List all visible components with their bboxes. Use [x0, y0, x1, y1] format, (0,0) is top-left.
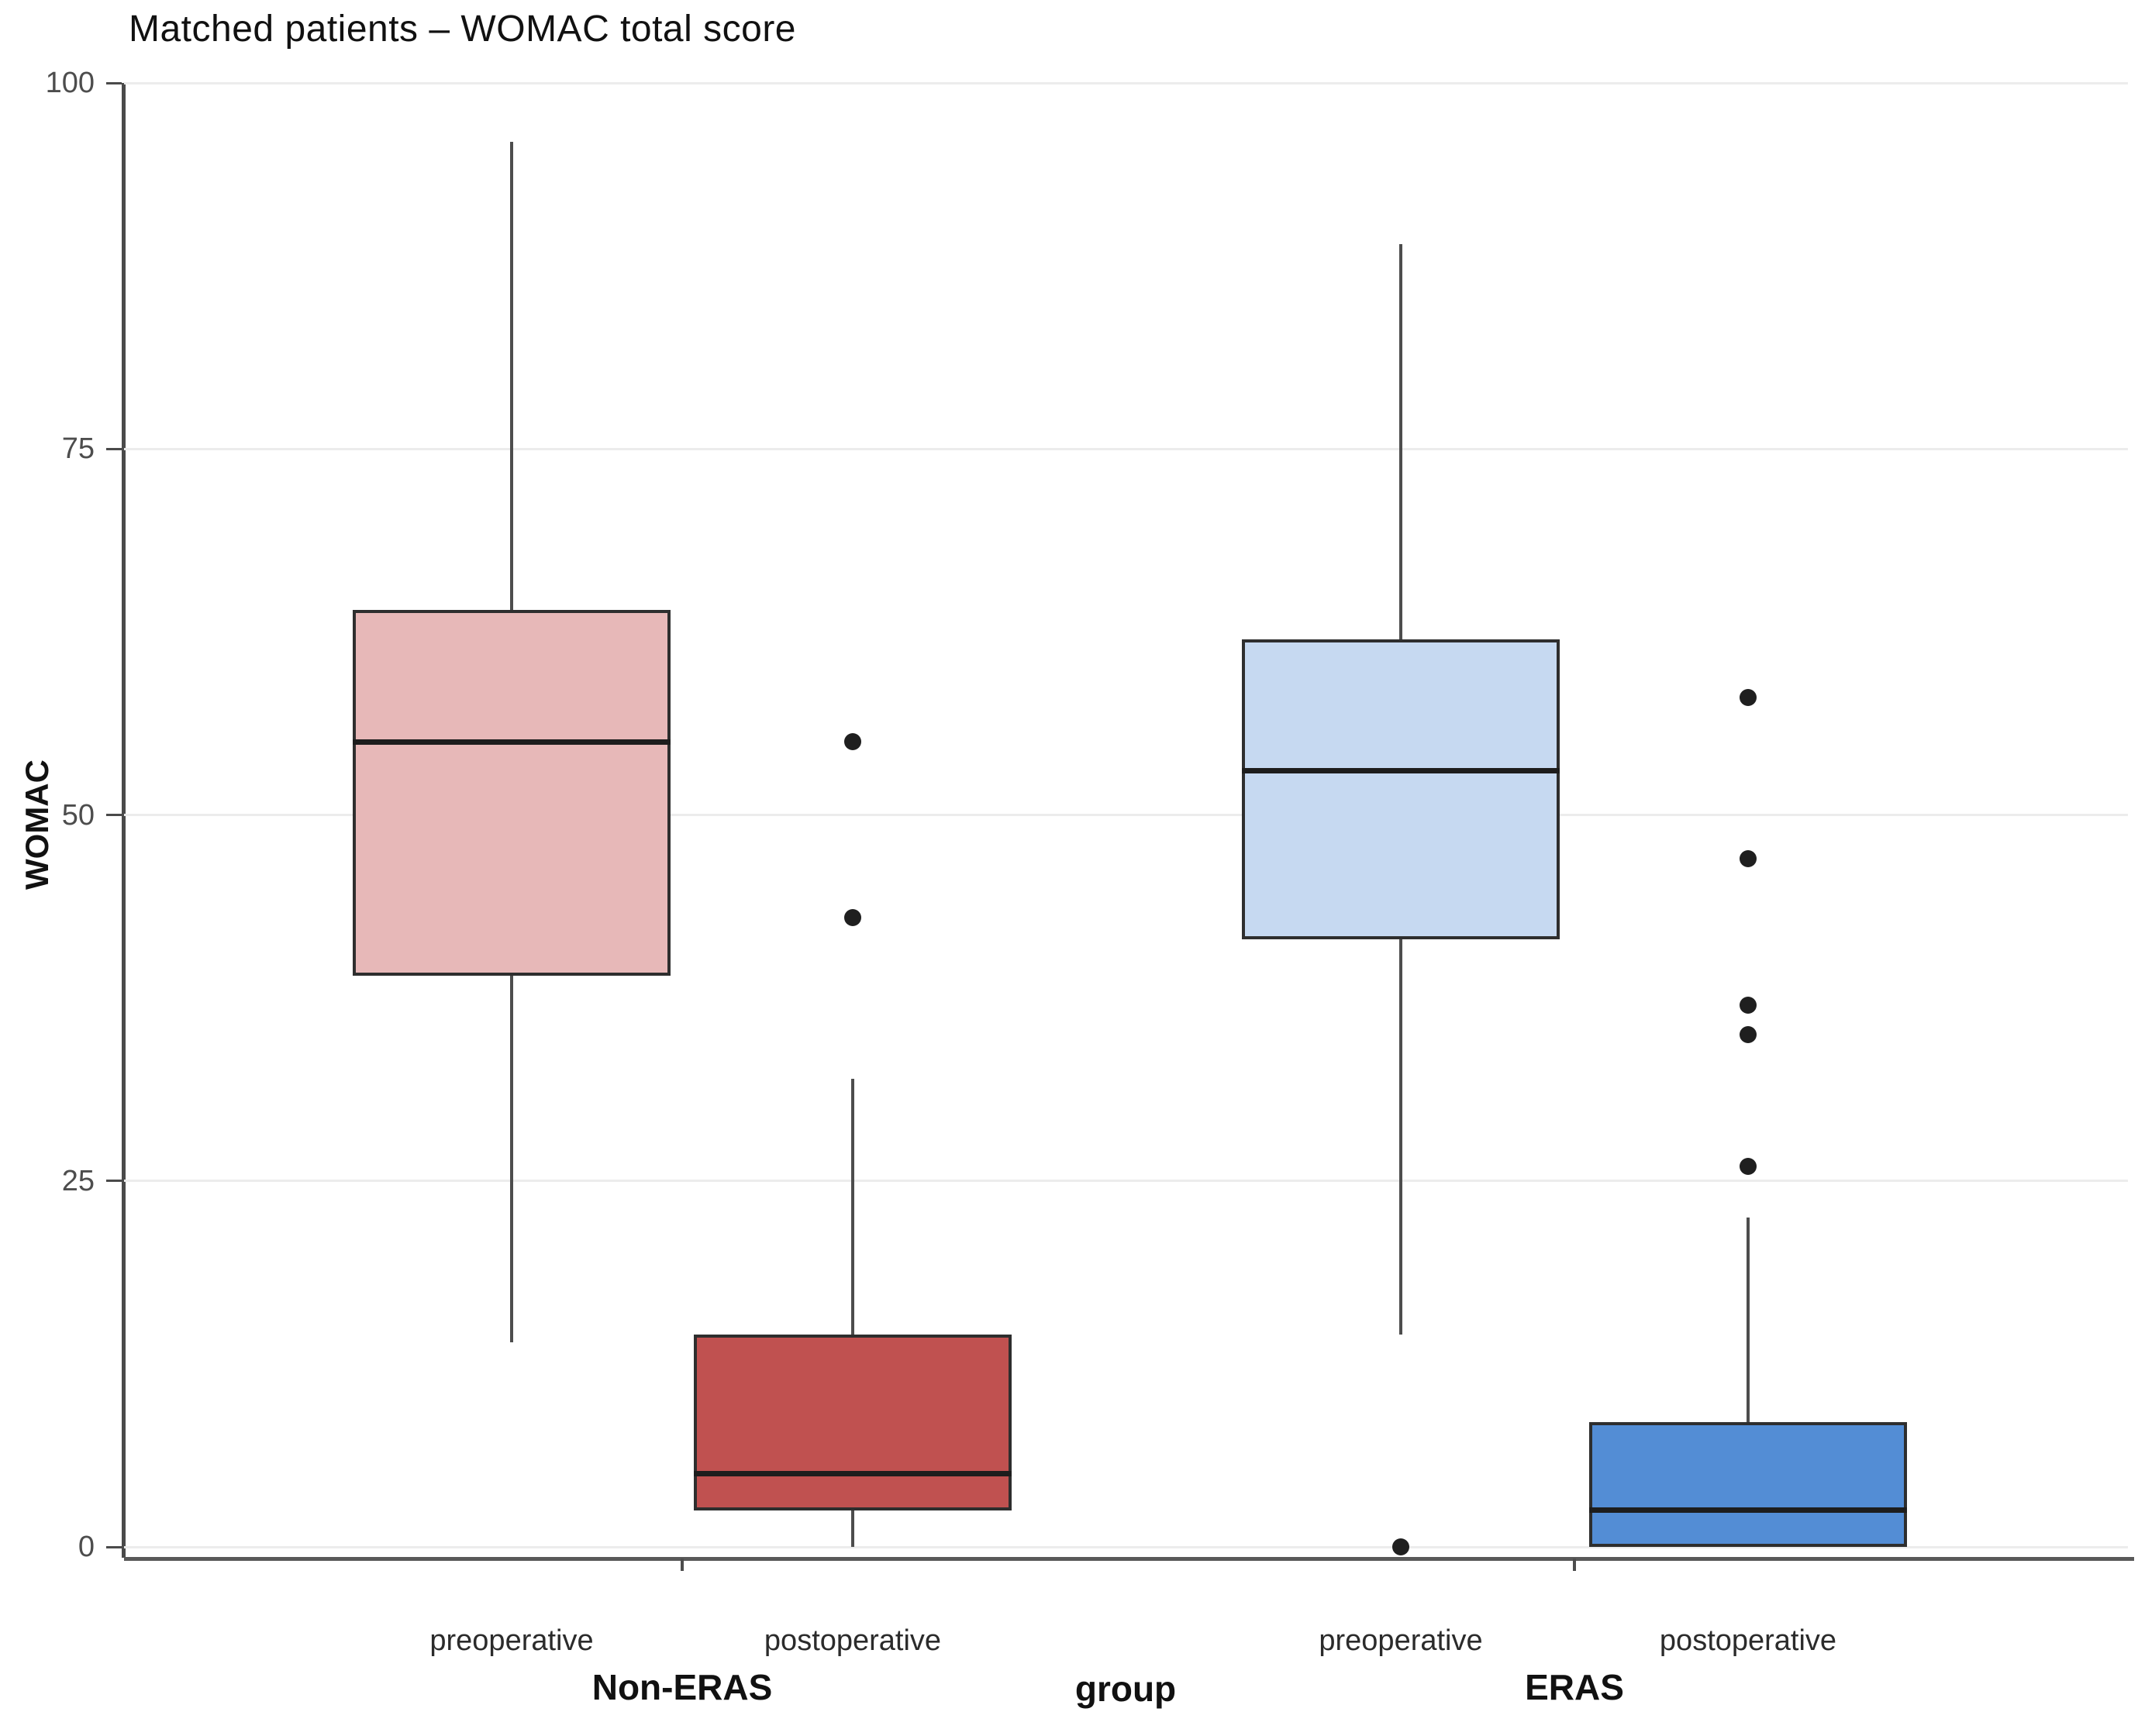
- outlier-dot: [1740, 689, 1757, 707]
- y-tick-label-100: 100: [45, 67, 95, 100]
- whisker-line: [1747, 1217, 1750, 1547]
- chart-title: Matched patients – WOMAC total score: [129, 9, 796, 50]
- median-line: [1589, 1507, 1907, 1514]
- x-category-label: postoperative: [764, 1624, 942, 1657]
- box-plot-box: [694, 1335, 1012, 1510]
- y-tick-label-75: 75: [61, 432, 95, 466]
- outlier-dot: [1740, 997, 1757, 1014]
- gridline-100: [124, 81, 2128, 84]
- x-axis-tick-Non-ERAS: [681, 1559, 684, 1571]
- box-plot-box: [1242, 639, 1560, 940]
- y-tick-label-25: 25: [61, 1164, 95, 1197]
- y-tick-mark-50: [106, 814, 122, 817]
- gridline-75: [124, 447, 2128, 450]
- outlier-dot: [1740, 1025, 1757, 1043]
- outlier-dot: [844, 733, 861, 751]
- y-tick-mark-100: [106, 81, 122, 84]
- median-line: [1242, 768, 1560, 774]
- x-group-label-non-eras: Non-ERAS: [591, 1667, 773, 1707]
- median-line: [694, 1471, 1012, 1477]
- median-line: [353, 739, 671, 745]
- gridline-0: [124, 1545, 2128, 1548]
- box-plot-box: [1589, 1422, 1907, 1547]
- whisker-line: [851, 1078, 854, 1547]
- y-tick-mark-25: [106, 1180, 122, 1183]
- x-category-label: postoperative: [1659, 1624, 1837, 1657]
- x-category-label: preoperative: [1319, 1624, 1483, 1657]
- y-axis-line: [122, 83, 126, 1558]
- y-tick-mark-0: [106, 1545, 122, 1548]
- x-category-label: preoperative: [429, 1624, 594, 1657]
- x-axis-line: [124, 1557, 2134, 1561]
- plot-area: 0 25 50 75 100: [46, 50, 2134, 1571]
- y-tick-mark-75: [106, 447, 122, 450]
- box-plot-box: [353, 610, 671, 976]
- y-tick-label-50: 50: [61, 798, 95, 832]
- outlier-dot: [1740, 850, 1757, 868]
- x-axis-tick-ERAS: [1573, 1559, 1576, 1571]
- outlier-dot: [1392, 1538, 1409, 1555]
- x-group-label-eras: ERAS: [1525, 1667, 1624, 1707]
- gridline-25: [124, 1180, 2128, 1183]
- x-axis-title: group: [1074, 1669, 1177, 1709]
- outlier-dot: [844, 908, 861, 926]
- gridline-50: [124, 814, 2128, 817]
- outlier-dot: [1740, 1157, 1757, 1175]
- y-tick-label-0: 0: [78, 1531, 95, 1563]
